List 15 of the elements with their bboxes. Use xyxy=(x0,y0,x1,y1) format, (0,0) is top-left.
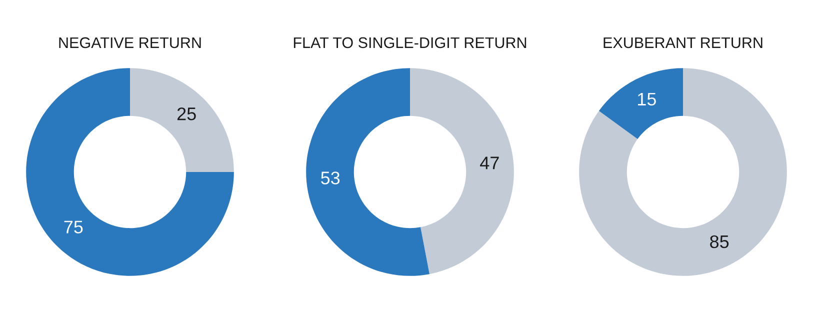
donut-slice xyxy=(306,68,430,276)
data-label: 15 xyxy=(638,92,656,106)
donut-slice xyxy=(598,68,683,140)
donut-slice xyxy=(26,68,234,276)
donut-slice xyxy=(579,68,787,276)
chart-title: NEGATIVE RETURN xyxy=(59,37,201,48)
data-label: 75 xyxy=(64,220,83,234)
data-label: 47 xyxy=(480,156,499,170)
donut-slice xyxy=(130,68,234,172)
chart-title: FLAT TO SINGLE-DIGIT RETURN xyxy=(294,37,526,48)
data-label: 25 xyxy=(177,107,196,120)
data-label: 85 xyxy=(710,235,729,248)
donut-slice xyxy=(410,68,514,274)
data-label: 53 xyxy=(321,172,340,184)
chart-title: EXUBERANT RETURN xyxy=(604,37,762,48)
